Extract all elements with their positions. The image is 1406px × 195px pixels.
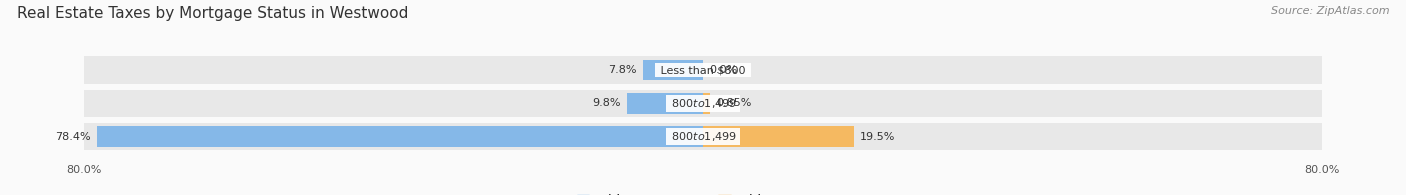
Text: $800 to $1,499: $800 to $1,499 — [668, 97, 738, 110]
Bar — [627, 93, 703, 114]
Bar — [703, 126, 853, 147]
Text: Real Estate Taxes by Mortgage Status in Westwood: Real Estate Taxes by Mortgage Status in … — [17, 6, 408, 21]
Text: 9.8%: 9.8% — [592, 98, 621, 108]
Legend: Without Mortgage, With Mortgage: Without Mortgage, With Mortgage — [572, 190, 834, 195]
Text: 7.8%: 7.8% — [607, 65, 637, 75]
Text: $800 to $1,499: $800 to $1,499 — [668, 130, 738, 143]
Bar — [84, 56, 1322, 84]
Text: 0.85%: 0.85% — [716, 98, 751, 108]
Bar — [84, 123, 1322, 150]
Text: Source: ZipAtlas.com: Source: ZipAtlas.com — [1271, 6, 1389, 16]
Bar — [703, 93, 710, 114]
Text: 78.4%: 78.4% — [55, 132, 90, 142]
Bar — [643, 60, 703, 80]
Text: 0.0%: 0.0% — [709, 65, 737, 75]
Text: 19.5%: 19.5% — [860, 132, 896, 142]
Bar — [97, 126, 703, 147]
Bar — [84, 90, 1322, 117]
Text: Less than $800: Less than $800 — [657, 65, 749, 75]
